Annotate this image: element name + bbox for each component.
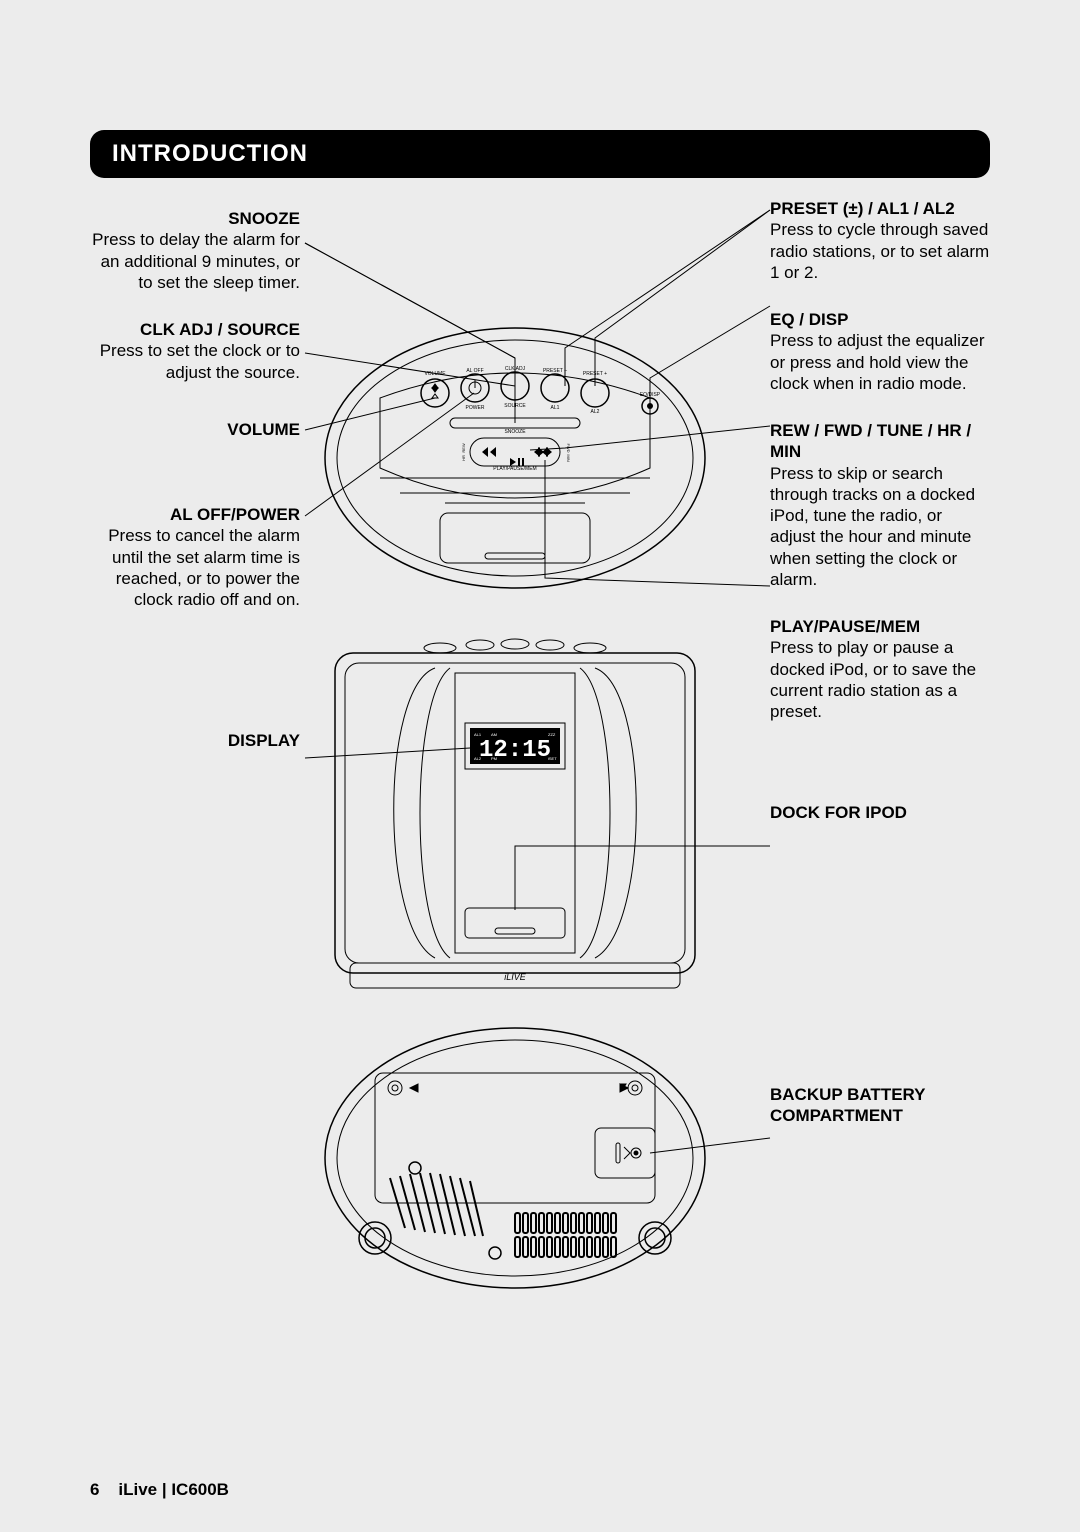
callout-body: Press to skip or search through tracks o…: [770, 463, 990, 591]
brand-label: iLIVE: [504, 972, 527, 982]
callout-dock: DOCK FOR IPOD: [770, 802, 990, 823]
svg-text:AL1: AL1: [474, 732, 482, 737]
callout-snooze: SNOOZE Press to delay the alarm for an a…: [90, 208, 300, 293]
callout-heading: PRESET (±) / AL1 / AL2: [770, 198, 990, 219]
btn-label-source: SOURCE: [504, 403, 526, 409]
btn-label-snooze: SNOOZE: [504, 429, 526, 435]
svg-text:AL2: AL2: [474, 756, 482, 761]
callout-body: Press to cancel the alarm until the set …: [90, 525, 300, 610]
callout-heading: VOLUME: [90, 419, 300, 440]
svg-text:REW: REW: [461, 443, 466, 453]
btn-label-volume: VOLUME: [424, 371, 446, 377]
callout-volume: VOLUME: [90, 419, 300, 440]
btn-label-presetm: PRESET –: [543, 368, 567, 374]
btn-label-eqdisp: EQ/DISP: [640, 392, 661, 398]
svg-text:iSET: iSET: [548, 756, 557, 761]
btn-label-playmem: PLAY/PAUSE/MEM: [493, 466, 536, 472]
callout-eq: EQ / DISP Press to adjust the equalizer …: [770, 309, 990, 394]
page-footer: 6 iLive | IC600B: [90, 1480, 229, 1500]
btn-label-clkadj: CLK ADJ: [505, 366, 526, 372]
callout-body: Press to adjust the equalizer or press a…: [770, 330, 990, 394]
callout-heading: BACKUP BATTERY COMPARTMENT: [770, 1084, 990, 1127]
svg-text:FWD: FWD: [566, 443, 571, 452]
right-callouts: PRESET (±) / AL1 / AL2 Press to cycle th…: [770, 198, 990, 1152]
btn-label-power: POWER: [466, 405, 485, 411]
btn-label-presetp: PRESET +: [583, 371, 607, 377]
callout-heading: EQ / DISP: [770, 309, 990, 330]
device-top-view: VOLUME AL OFF CLK ADJ PRESET – PRESET + …: [320, 318, 710, 598]
svg-text:PM: PM: [491, 756, 497, 761]
device-front-view: 12:15 AL1 AL2 AM PM ZZZ iSET iLIVE: [320, 628, 710, 998]
product-name: iLive | IC600B: [118, 1480, 229, 1499]
display-time: 12:15: [479, 737, 551, 764]
callout-heading: REW / FWD / TUNE / HR / MIN: [770, 420, 990, 463]
callout-aloff: AL OFF/POWER Press to cancel the alarm u…: [90, 504, 300, 610]
callout-body: Press to set the clock or to adjust the …: [90, 340, 300, 383]
page-number: 6: [90, 1480, 99, 1499]
callout-heading: CLK ADJ / SOURCE: [90, 319, 300, 340]
callout-heading: PLAY/PAUSE/MEM: [770, 616, 990, 637]
device-bottom-view: [320, 1018, 710, 1298]
content-area: SNOOZE Press to delay the alarm for an a…: [90, 198, 990, 1378]
callout-rew: REW / FWD / TUNE / HR / MIN Press to ski…: [770, 420, 990, 590]
svg-text:ZZZ: ZZZ: [548, 732, 556, 737]
callout-heading: AL OFF/POWER: [90, 504, 300, 525]
btn-label-aloff: AL OFF: [466, 368, 483, 374]
btn-label-al1: AL1: [551, 405, 560, 411]
callout-body: Press to cycle through saved radio stati…: [770, 219, 990, 283]
callout-heading: DISPLAY: [90, 730, 300, 751]
callout-heading: DOCK FOR IPOD: [770, 802, 990, 823]
callout-body: Press to delay the alarm for an addition…: [90, 229, 300, 293]
callout-clkadj: CLK ADJ / SOURCE Press to set the clock …: [90, 319, 300, 383]
left-callouts: SNOOZE Press to delay the alarm for an a…: [90, 198, 300, 778]
callout-display: DISPLAY: [90, 730, 300, 751]
callout-preset: PRESET (±) / AL1 / AL2 Press to cycle th…: [770, 198, 990, 283]
btn-label-al2: AL2: [591, 409, 600, 415]
svg-text:HR: HR: [461, 455, 466, 461]
callout-play: PLAY/PAUSE/MEM Press to play or pause a …: [770, 616, 990, 722]
svg-text:AM: AM: [491, 732, 497, 737]
callout-heading: SNOOZE: [90, 208, 300, 229]
section-header: INTRODUCTION: [90, 130, 990, 178]
callout-batt: BACKUP BATTERY COMPARTMENT: [770, 1084, 990, 1127]
svg-text:MIN: MIN: [566, 454, 571, 461]
callout-body: Press to play or pause a docked iPod, or…: [770, 637, 990, 722]
